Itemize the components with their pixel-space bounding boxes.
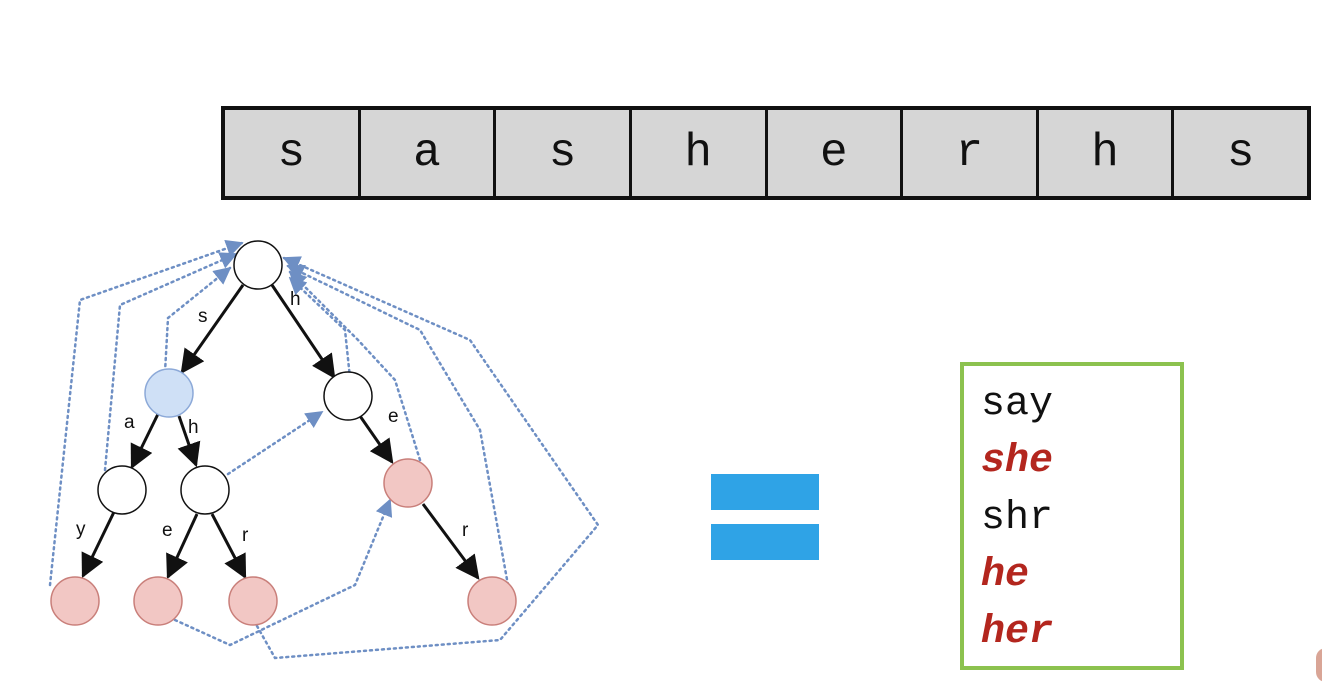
char-cell: h: [632, 110, 768, 196]
word-her: her: [981, 610, 1054, 655]
edge-label-a: a: [124, 412, 135, 433]
trie-node-sh: [180, 465, 230, 515]
edge-sh-e: [166, 513, 199, 580]
equals-bar-bottom: [711, 524, 819, 560]
edge-label-e: e: [162, 520, 173, 541]
trie-node-sa: [97, 465, 147, 515]
edge-he-r: [421, 503, 480, 580]
char-cell: e: [768, 110, 904, 196]
trie-node-say: [50, 576, 100, 626]
edge-label-y: y: [76, 519, 86, 540]
matched-words-box: say she shr he her: [960, 362, 1184, 670]
word-he: he: [981, 553, 1030, 598]
fail-link-he: [288, 270, 422, 462]
word-shr: shr: [981, 496, 1054, 541]
word-she: she: [981, 439, 1054, 484]
edge-sa-y: [81, 511, 116, 579]
edge-label-e2: e: [388, 406, 399, 427]
edge-label-h2: h: [188, 417, 199, 438]
edge-s-a: [130, 413, 160, 470]
char-cell: s: [1226, 127, 1255, 179]
edge-label-r: r: [242, 525, 249, 546]
fail-link-say: [48, 239, 244, 587]
trie-node-s: [144, 368, 194, 418]
fail-link-her: [286, 264, 510, 587]
fail-link-s: [163, 266, 232, 374]
edge-label-r2: r: [462, 520, 469, 541]
edge-label-s: s: [198, 306, 208, 327]
char-cell: h: [1039, 110, 1175, 196]
edge-sh-r: [210, 513, 247, 580]
word-say: say: [981, 382, 1054, 427]
char-cell: s: [496, 110, 632, 196]
fail-link-sa: [103, 252, 238, 472]
trie-node-she: [133, 576, 183, 626]
aho-corasick-trie: s h a h y e r e r: [48, 239, 600, 660]
fail-link-she: [173, 498, 393, 647]
fail-link-h: [288, 276, 352, 380]
trie-node-root: [233, 240, 283, 290]
fail-link-shr: [255, 256, 600, 660]
edge-s-h: [177, 415, 201, 468]
trie-node-shr: [228, 576, 278, 626]
char-cell: r: [903, 110, 1039, 196]
trie-node-h: [323, 371, 373, 421]
equals-bar-top: [711, 474, 819, 510]
edge-root-s: [180, 284, 245, 374]
input-string-strip: s a s h e r h s: [221, 106, 1311, 200]
fail-link-sh: [226, 410, 324, 476]
char-cell: a: [361, 110, 497, 196]
trie-node-he: [383, 458, 433, 508]
edge-decoration: [1316, 648, 1322, 682]
char-cell: s: [225, 110, 361, 196]
edge-h-e: [358, 415, 394, 464]
edge-root-h: [270, 284, 336, 379]
edge-label-h: h: [290, 289, 301, 310]
trie-node-her: [467, 576, 517, 626]
